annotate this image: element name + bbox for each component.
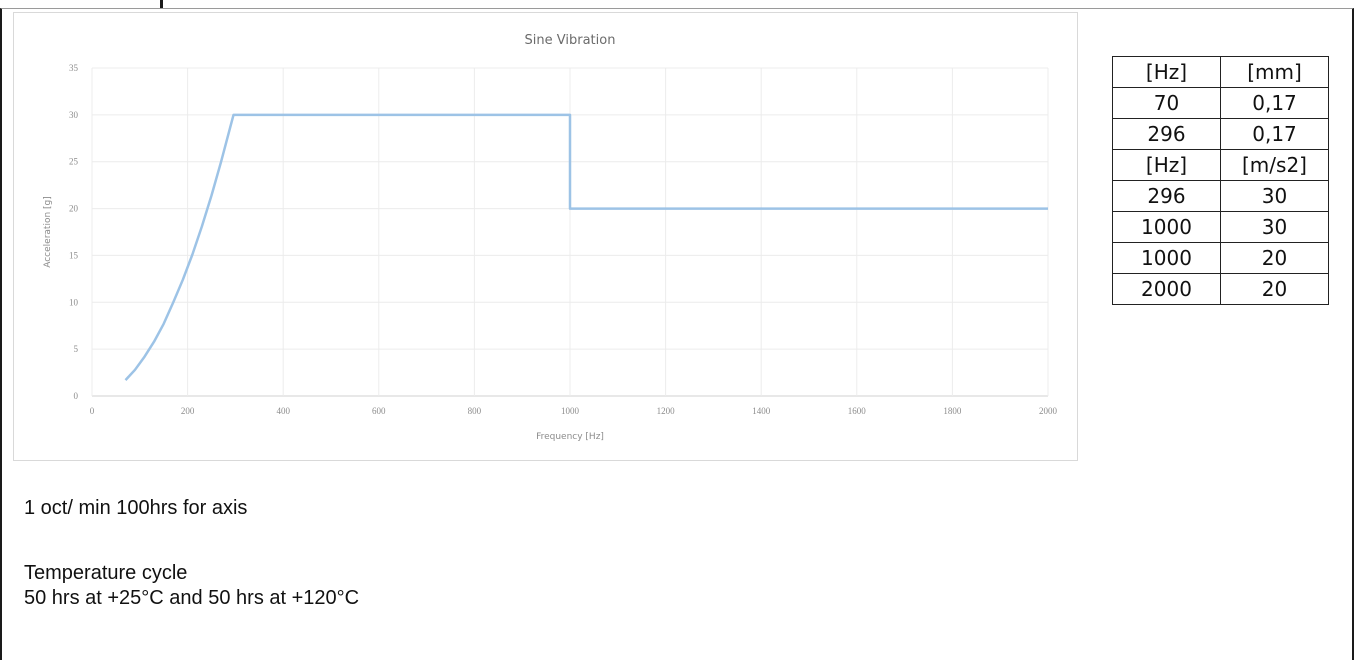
table-row: 1000 20: [1112, 242, 1329, 274]
frequency-cell: 1000: [1112, 211, 1221, 243]
value-cell: 0,17: [1220, 118, 1329, 150]
sine-vibration-chart: 0 5 10 15 20 25 30 35 0 200 400 600 800 1000 1200 1400 1…: [13, 12, 1078, 461]
y-tick-label: 10: [69, 297, 79, 307]
x-tick-label: 1000: [561, 406, 580, 416]
value-cell: 30: [1220, 180, 1329, 212]
value-cell: [m/s2]: [1220, 149, 1329, 181]
y-tick-label: 25: [69, 157, 79, 167]
temperature-cycle-detail: 50 hrs at +25°C and 50 hrs at +120°C: [24, 587, 360, 609]
series-line: [124, 113, 1048, 381]
axis-note: 1 oct/ min 100hrs for axis: [24, 497, 248, 519]
temperature-cycle-heading: Temperature cycle: [24, 562, 188, 584]
table-row: 296 0,17: [1112, 118, 1329, 150]
value-cell: 30: [1220, 211, 1329, 243]
y-axis-label: Acceleration [g]: [43, 196, 53, 268]
frequency-cell: 1000: [1112, 242, 1221, 274]
x-tick-label: 1600: [848, 406, 867, 416]
frequency-cell: 296: [1112, 118, 1221, 150]
frequency-cell: [Hz]: [1112, 149, 1221, 181]
chart-title: Sine Vibration: [525, 33, 616, 48]
table-row: 1000 30: [1112, 211, 1329, 243]
chart-svg: 0 5 10 15 20 25 30 35 0 200 400 600 800 1000 1200 1400 1…: [43, 33, 1058, 442]
value-cell: 20: [1220, 242, 1329, 274]
x-tick-label: 0: [90, 406, 95, 416]
y-tick-label: 0: [74, 391, 79, 401]
frequency-cell: 296: [1112, 180, 1221, 212]
table-row: 2000 20: [1112, 273, 1329, 305]
x-tick-label: 1800: [943, 406, 962, 416]
y-tick-label: 20: [69, 204, 79, 214]
y-tick-label: 35: [69, 63, 79, 73]
x-tick-label: 600: [372, 406, 386, 416]
x-tick-label: 200: [181, 406, 195, 416]
y-tick-label: 5: [74, 344, 79, 354]
frequency-cell: 2000: [1112, 273, 1221, 305]
x-tick-label: 2000: [1039, 406, 1058, 416]
y-tick-label: 30: [69, 110, 79, 120]
x-tick-label: 400: [276, 406, 290, 416]
table-row: 70 0,17: [1112, 87, 1329, 119]
value-cell: 0,17: [1220, 87, 1329, 119]
table-row: [Hz] [m/s2]: [1112, 149, 1329, 181]
y-tick-label: 15: [69, 250, 79, 260]
x-tick-label: 800: [468, 406, 482, 416]
value-cell: 20: [1220, 273, 1329, 305]
x-tick-label: 1400: [752, 406, 771, 416]
x-tick-label: 1200: [657, 406, 676, 416]
page-edge-mark: [160, 0, 163, 9]
frequency-cell: 70: [1112, 87, 1221, 119]
x-axis-label: Frequency [Hz]: [536, 432, 604, 442]
vibration-spec-table: [Hz] [mm] 70 0,17 296 0,17 [Hz] [m/s2] 296 30 1000…: [1112, 56, 1329, 305]
frequency-cell: [Hz]: [1112, 56, 1221, 88]
value-cell: [mm]: [1220, 56, 1329, 88]
table-row: 296 30: [1112, 180, 1329, 212]
table-row: [Hz] [mm]: [1112, 56, 1329, 88]
document-frame: [0, 8, 1354, 660]
